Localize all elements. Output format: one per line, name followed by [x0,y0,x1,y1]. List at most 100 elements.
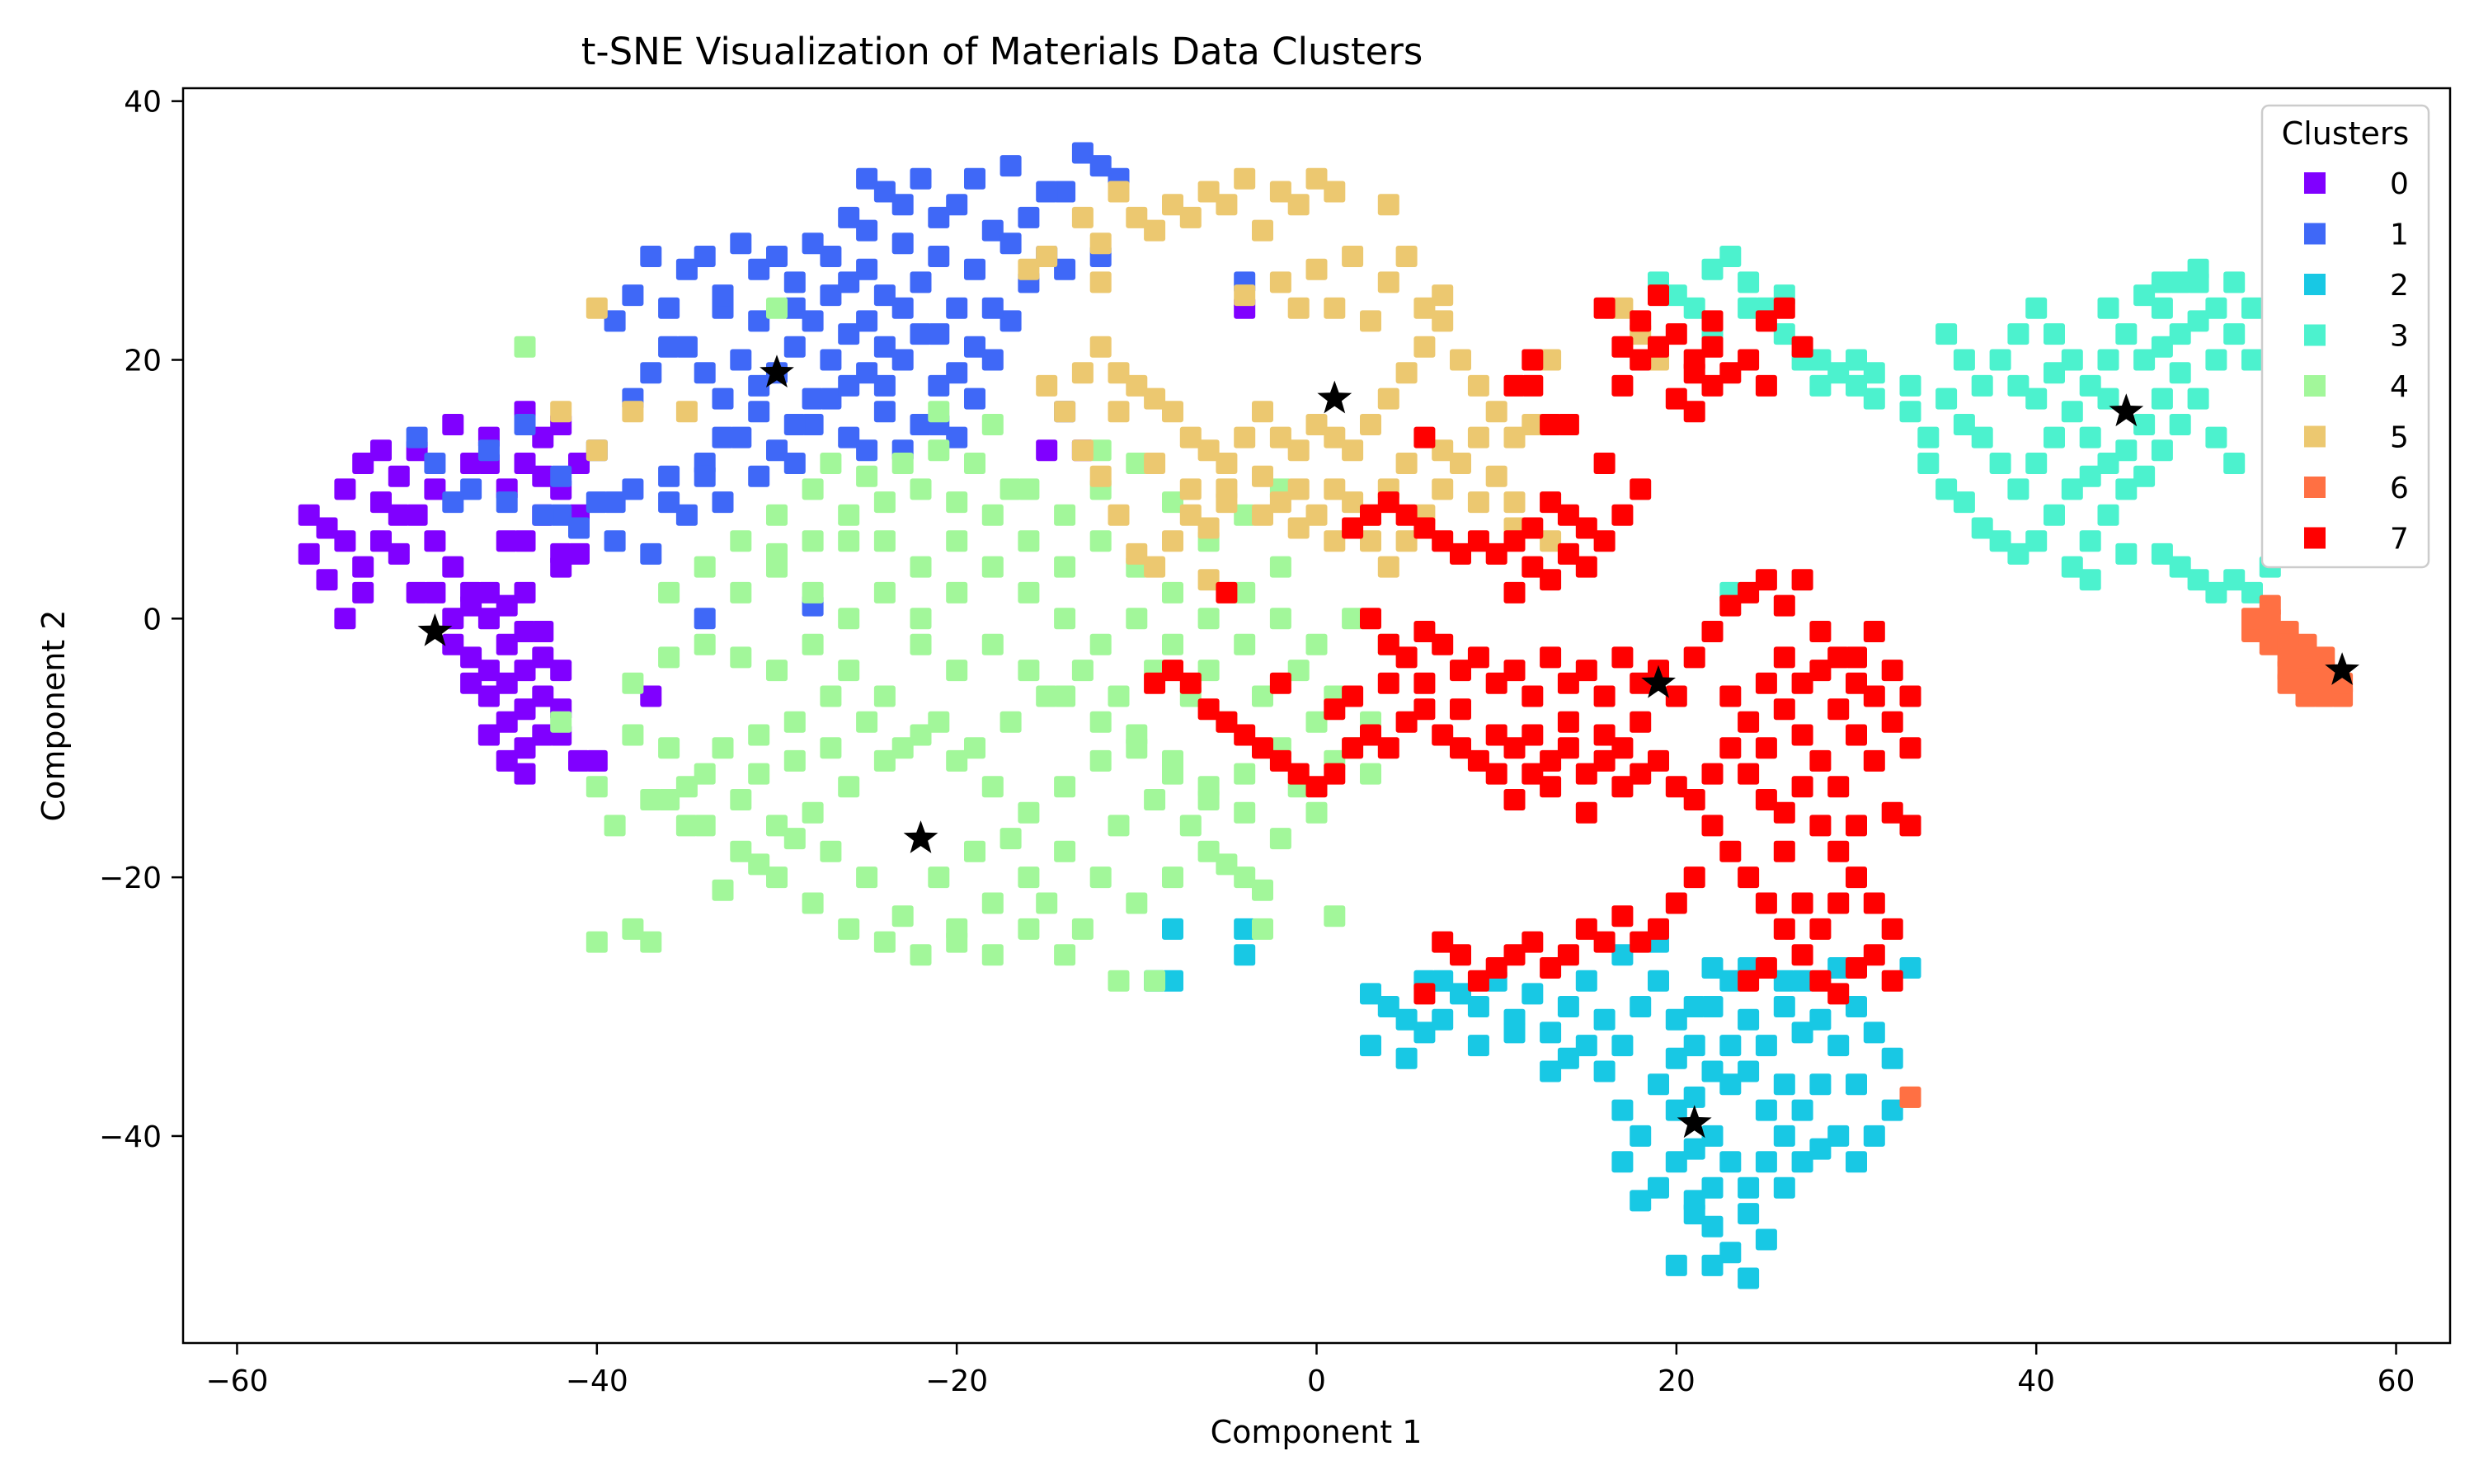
point-cluster-2 [1881,1047,1903,1069]
point-cluster-3 [2115,439,2138,462]
point-cluster-4 [1018,581,1040,603]
legend-label-7: 7 [2390,523,2409,556]
point-cluster-4 [964,453,985,474]
point-cluster-3 [2133,414,2156,435]
point-cluster-7 [1540,414,1562,435]
point-cluster-2 [1360,983,1381,1005]
point-cluster-0 [568,453,590,474]
point-cluster-3 [2187,258,2209,280]
point-cluster-2 [1593,1008,1616,1031]
point-cluster-4 [1234,504,1256,526]
point-cluster-7 [1791,776,1813,798]
point-cluster-2 [1738,1203,1760,1225]
point-cluster-1 [873,374,896,397]
point-cluster-2 [1791,1151,1813,1173]
point-cluster-4 [1197,789,1220,810]
point-cluster-7 [1144,672,1166,694]
point-cluster-4 [802,633,824,655]
centroid-star-cluster-4 [903,820,938,853]
point-cluster-2 [1648,1176,1669,1199]
point-cluster-7 [1413,698,1436,721]
point-cluster-4 [1054,685,1076,707]
point-cluster-5 [1395,453,1418,474]
point-cluster-3 [2079,426,2101,448]
point-cluster-5 [1197,181,1220,203]
point-cluster-3 [2061,349,2083,371]
y-tick-label: −40 [99,1120,162,1154]
point-cluster-7 [1881,970,1903,992]
point-cluster-4 [1126,608,1148,630]
point-cluster-7 [1791,336,1813,358]
point-cluster-5 [586,297,608,319]
point-cluster-3 [2007,478,2030,500]
point-cluster-3 [1665,284,1687,307]
legend-label-5: 5 [2390,421,2409,455]
point-cluster-4 [586,931,608,953]
y-tick-label: 20 [124,345,162,378]
point-cluster-1 [514,414,536,435]
point-cluster-1 [946,194,968,216]
point-cluster-7 [1197,698,1220,721]
point-cluster-7 [1701,336,1724,358]
point-cluster-7 [1467,749,1489,772]
point-cluster-4 [981,892,1004,914]
point-cluster-2 [1450,983,1471,1005]
point-cluster-7 [1809,660,1832,682]
point-cluster-7 [1863,621,1885,642]
point-cluster-5 [1252,504,1273,526]
point-cluster-7 [1809,749,1832,772]
point-cluster-2 [1162,918,1183,940]
point-cluster-7 [1755,310,1777,332]
point-cluster-4 [910,556,932,578]
point-cluster-3 [1863,362,1885,384]
point-cluster-3 [1738,271,1760,294]
point-cluster-1 [658,465,680,487]
point-cluster-3 [1683,297,1705,319]
point-cluster-4 [873,530,896,552]
point-cluster-2 [1665,1008,1687,1031]
point-cluster-3 [1989,530,2011,552]
point-cluster-5 [1432,310,1454,332]
point-cluster-5 [1377,556,1399,578]
point-cluster-4 [873,685,896,707]
point-cluster-3 [2187,569,2209,591]
point-cluster-7 [1485,724,1507,746]
point-cluster-4 [873,931,896,953]
point-cluster-7 [1432,931,1454,953]
point-cluster-4 [873,749,896,772]
point-cluster-4 [1108,685,1130,707]
point-cluster-2 [1630,1125,1652,1147]
point-cluster-1 [1054,181,1076,203]
point-cluster-0 [352,556,374,578]
point-cluster-2 [1738,1176,1760,1199]
point-cluster-5 [1234,284,1256,307]
point-cluster-0 [424,530,446,552]
point-cluster-2 [1593,1060,1616,1082]
point-cluster-7 [1522,556,1544,578]
point-cluster-3 [1971,374,1993,397]
point-cluster-4 [748,724,770,746]
point-cluster-5 [1360,530,1381,552]
point-cluster-7 [1755,789,1777,810]
point-cluster-4 [1234,581,1256,603]
point-cluster-1 [640,362,662,384]
point-cluster-5 [1216,194,1238,216]
point-cluster-4 [1287,660,1310,682]
point-cluster-4 [1252,685,1273,707]
point-cluster-2 [1630,996,1652,1017]
point-cluster-4 [1018,478,1040,500]
point-cluster-7 [1827,646,1850,669]
point-cluster-7 [1287,763,1310,785]
point-cluster-5 [1144,453,1166,474]
point-cluster-0 [496,530,518,552]
point-cluster-7 [1485,542,1507,565]
cluster-centroids [417,355,2359,1139]
point-cluster-2 [1630,1190,1652,1212]
point-cluster-3 [1917,453,1940,474]
point-cluster-0 [586,749,608,772]
chart-title: t-SNE Visualization of Materials Data Cl… [581,30,1423,73]
point-cluster-7 [1773,801,1795,824]
point-cluster-2 [1863,1021,1885,1044]
point-cluster-0 [388,542,410,565]
point-cluster-7 [1450,944,1471,966]
